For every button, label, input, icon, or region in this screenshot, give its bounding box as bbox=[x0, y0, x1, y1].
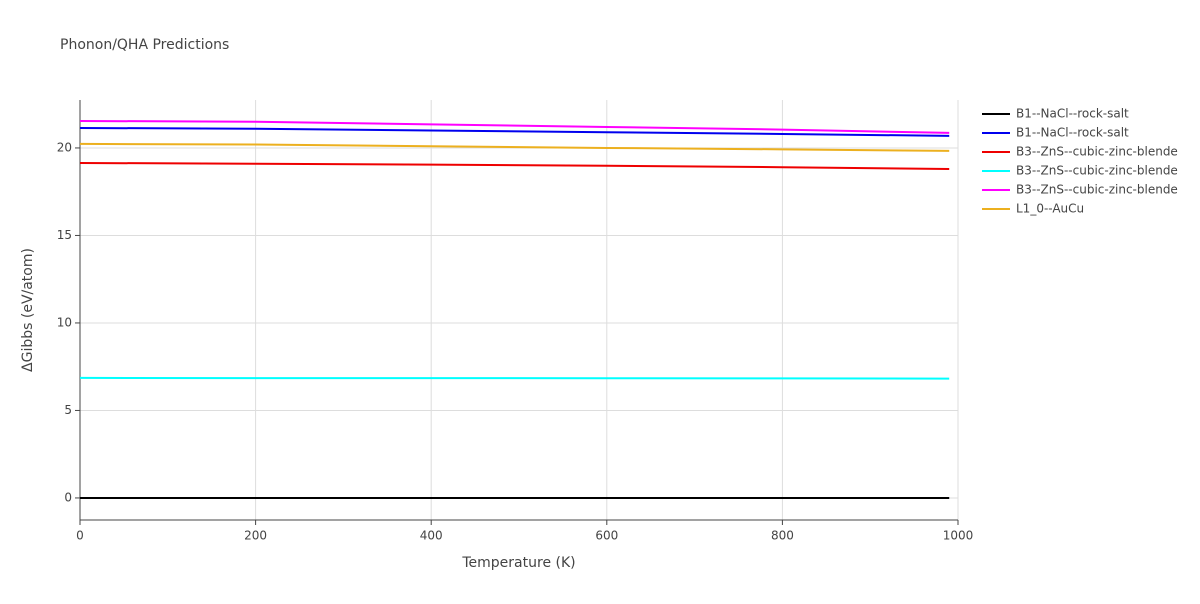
series-line bbox=[79, 127, 950, 137]
legend-label: B1--NaCl--rock-salt bbox=[1016, 126, 1129, 140]
y-tick-label: 0 bbox=[64, 490, 72, 504]
x-tick-label: 600 bbox=[595, 529, 618, 543]
series-line bbox=[79, 142, 950, 152]
legend-label: L1_0--AuCu bbox=[1016, 202, 1084, 216]
legend-label: B3--ZnS--cubic-zinc-blende bbox=[1016, 183, 1178, 197]
x-tick-label: 800 bbox=[771, 529, 794, 543]
legend-label: B3--ZnS--cubic-zinc-blende bbox=[1016, 145, 1178, 159]
x-axis-label: Temperature (K) bbox=[461, 555, 575, 571]
y-tick-label: 5 bbox=[64, 403, 72, 417]
y-tick-label: 20 bbox=[57, 140, 72, 154]
y-tick-label: 15 bbox=[57, 228, 72, 242]
x-tick-label: 1000 bbox=[943, 529, 974, 543]
legend-label: B3--ZnS--cubic-zinc-blende bbox=[1016, 164, 1178, 178]
series-line bbox=[79, 162, 950, 170]
series-line bbox=[79, 376, 950, 380]
x-tick-label: 0 bbox=[76, 529, 84, 543]
x-tick-label: 200 bbox=[244, 529, 267, 543]
x-tick-label: 400 bbox=[420, 529, 443, 543]
chart-title: Phonon/QHA Predictions bbox=[60, 37, 229, 53]
y-axis-label: ΔGibbs (eV/atom) bbox=[20, 248, 36, 372]
series-line bbox=[79, 120, 950, 134]
legend-label: B1--NaCl--rock-salt bbox=[1016, 107, 1129, 121]
y-tick-label: 10 bbox=[57, 315, 72, 329]
